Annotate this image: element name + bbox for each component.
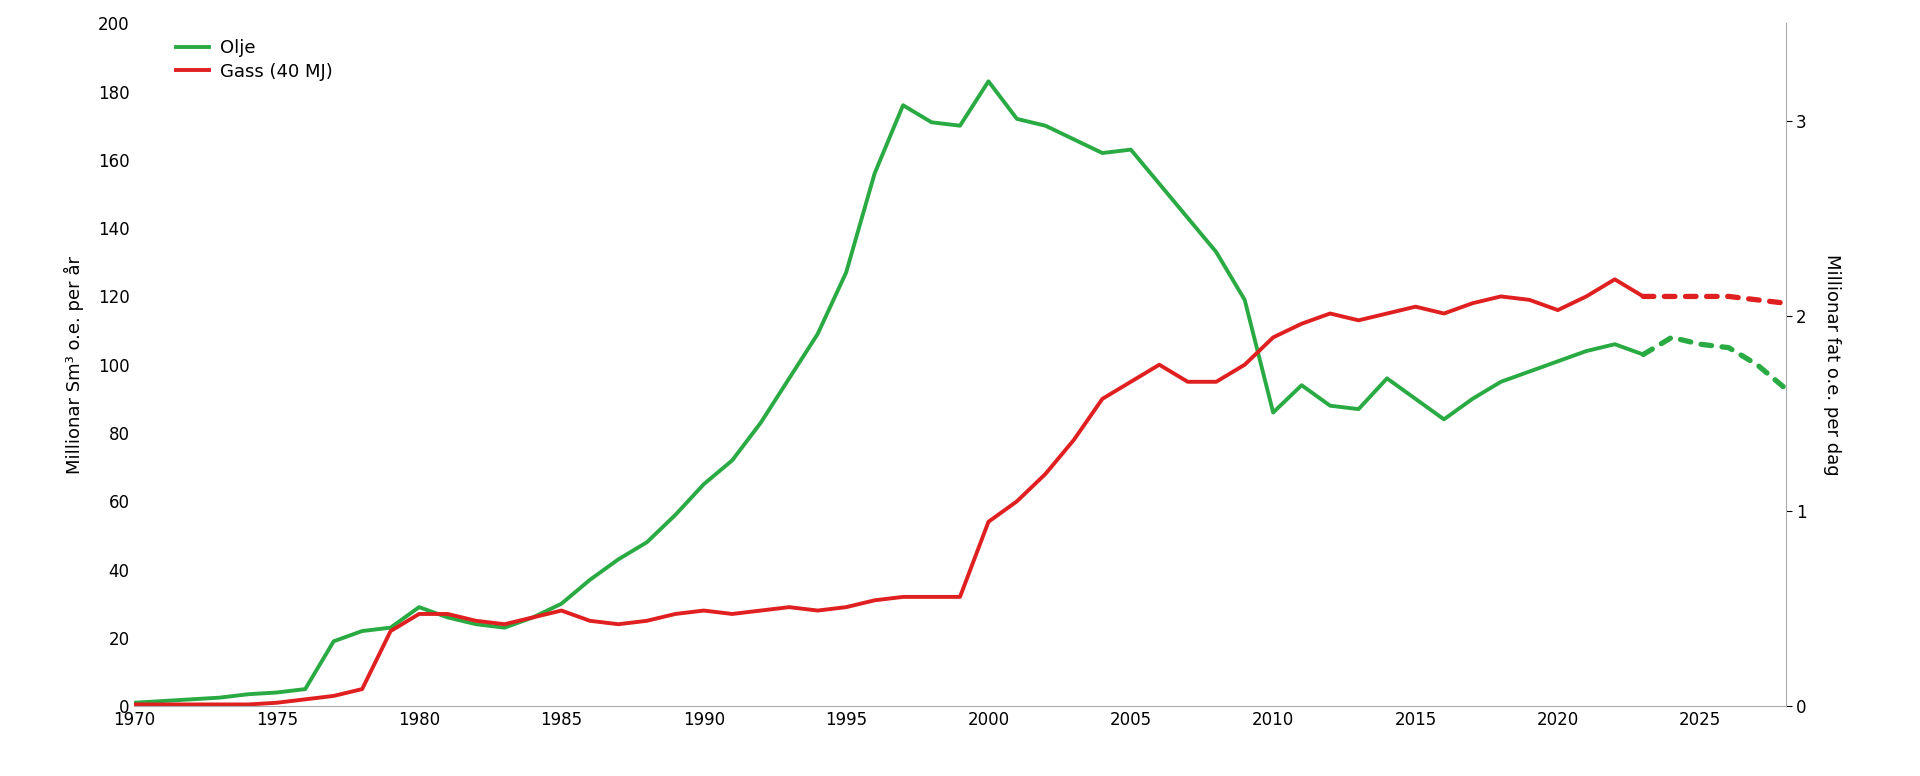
Legend: Olje, Gass (40 MJ): Olje, Gass (40 MJ) [177, 39, 332, 81]
Y-axis label: Millionar Sm³ o.e. per år: Millionar Sm³ o.e. per år [63, 256, 84, 473]
Y-axis label: Millionar fat o.e. per dag: Millionar fat o.e. per dag [1824, 254, 1841, 476]
